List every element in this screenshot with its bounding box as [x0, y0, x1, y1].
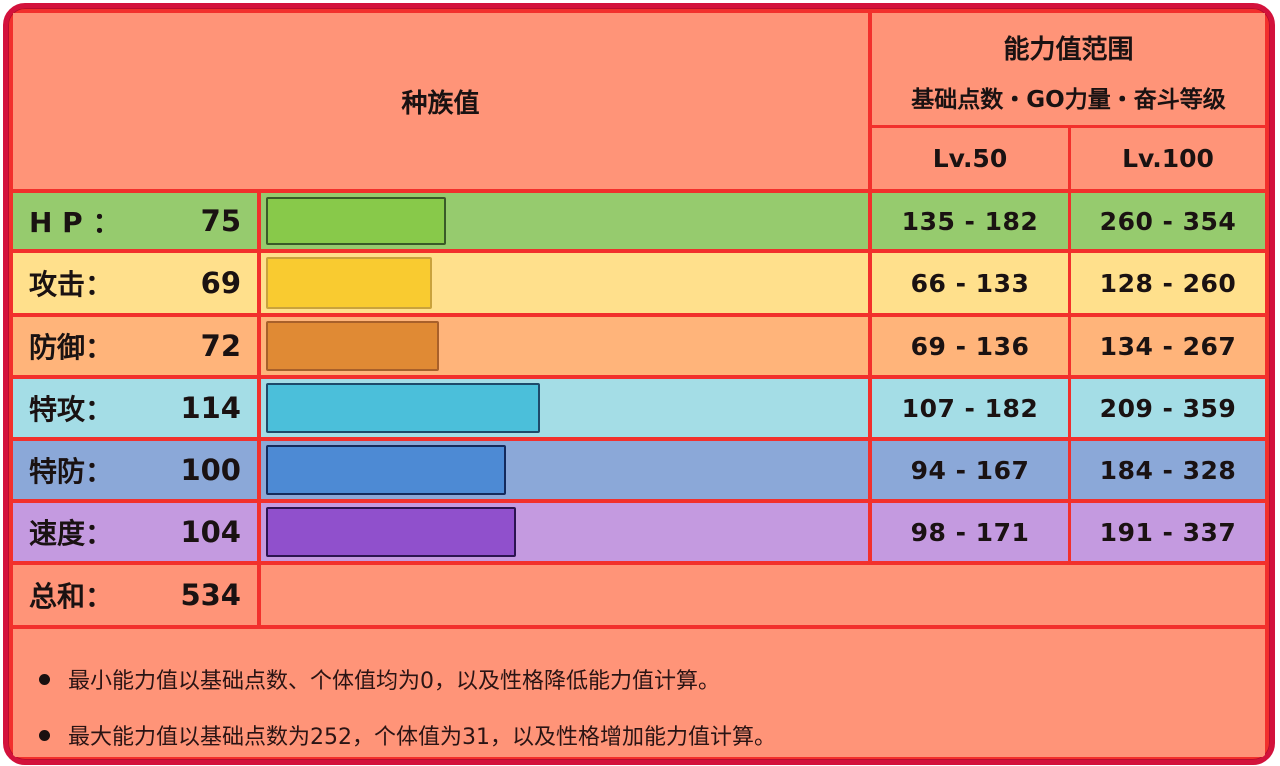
note-text: 最大能力值以基础点数为252，个体值为31，以及性格增加能力值计算。: [68, 725, 776, 750]
note-max: 最大能力值以基础点数为252，个体值为31，以及性格增加能力值计算。: [39, 707, 1265, 760]
stat-name: 特防：: [29, 455, 114, 488]
lv50-range: 107 - 182: [901, 393, 1039, 423]
stat-label-cell: 防御： 72: [13, 317, 257, 375]
bullet-icon: [39, 673, 50, 685]
stat-bar-cell: [261, 317, 868, 375]
stat-bar-cell: [261, 193, 868, 249]
stat-bar-cell: [261, 503, 868, 561]
stat-label-cell: 速度： 104: [13, 503, 257, 561]
range-header: 能力值范围 基础点数・GO力量・奋斗等级: [872, 13, 1265, 125]
lv50-range: 66 - 133: [910, 268, 1030, 298]
lv50-header: Lv.50: [872, 128, 1068, 189]
lv50-range-cell: 94 - 167: [872, 441, 1068, 499]
stat-bar: [266, 197, 446, 245]
stat-bar: [266, 445, 506, 495]
stat-name: 特攻：: [29, 393, 114, 426]
lv100-range-cell: 191 - 337: [1071, 503, 1265, 561]
lv100-range: 191 - 337: [1099, 517, 1237, 547]
lv100-range: 128 - 260: [1099, 268, 1237, 298]
total-name: 总和：: [29, 580, 114, 613]
stat-value: 114: [180, 391, 241, 425]
stat-label-cell: H P ： 75: [13, 193, 257, 249]
bullet-icon: [39, 729, 50, 741]
stat-value: 100: [180, 453, 241, 487]
stat-bar: [266, 383, 540, 433]
lv50-range-cell: 66 - 133: [872, 253, 1068, 313]
lv50-range-cell: 135 - 182: [872, 193, 1068, 249]
total-value: 534: [180, 578, 241, 612]
lv50-range: 98 - 171: [910, 517, 1030, 547]
lv100-range-cell: 128 - 260: [1071, 253, 1265, 313]
base-stats-title: 种族值: [401, 88, 480, 119]
lv50-range: 94 - 167: [910, 455, 1030, 485]
total-empty-cell: [261, 565, 1265, 625]
stat-name: 速度：: [29, 517, 114, 550]
lv100-range: 260 - 354: [1099, 206, 1237, 236]
stat-value: 75: [200, 204, 241, 238]
lv100-range: 134 - 267: [1099, 331, 1237, 361]
stat-name: H P ：: [29, 206, 121, 239]
stat-bar: [266, 321, 439, 371]
stat-label-cell: 攻击： 69: [13, 253, 257, 313]
note-text: 最小能力值以基础点数、个体值均为0，以及性格降低能力值计算。: [68, 669, 720, 694]
total-label-cell: 总和： 534: [13, 565, 257, 625]
lv100-range-cell: 134 - 267: [1071, 317, 1265, 375]
stat-label-cell: 特攻： 114: [13, 379, 257, 437]
note-min: 最小能力值以基础点数、个体值均为0，以及性格降低能力值计算。: [39, 651, 1265, 707]
range-title: 能力值范围: [1003, 34, 1134, 65]
lv50-range: 69 - 136: [910, 331, 1030, 361]
lv100-range-cell: 260 - 354: [1071, 193, 1265, 249]
range-subtitle: 基础点数・GO力量・奋斗等级: [911, 86, 1226, 113]
stat-name: 防御：: [29, 331, 114, 364]
stat-bar-cell: [261, 441, 868, 499]
lv100-range-cell: 184 - 328: [1071, 441, 1265, 499]
lv50-label: Lv.50: [932, 144, 1008, 173]
stat-value: 69: [200, 266, 241, 300]
stat-name: 攻击：: [29, 268, 114, 301]
stat-value: 104: [180, 515, 241, 549]
stat-bar: [266, 257, 432, 309]
notes-footer: 最小能力值以基础点数、个体值均为0，以及性格降低能力值计算。 最大能力值以基础点…: [13, 629, 1265, 757]
stat-bar: [266, 507, 516, 557]
stats-panel: 种族值 能力值范围 基础点数・GO力量・奋斗等级 Lv.50 Lv.100 H …: [3, 3, 1275, 765]
stat-bar-cell: [261, 253, 868, 313]
lv100-range: 209 - 359: [1099, 393, 1237, 423]
stat-bar-cell: [261, 379, 868, 437]
stat-label-cell: 特防： 100: [13, 441, 257, 499]
lv50-range: 135 - 182: [901, 206, 1039, 236]
lv100-label: Lv.100: [1122, 144, 1214, 173]
lv100-header: Lv.100: [1071, 128, 1265, 189]
lv100-range: 184 - 328: [1099, 455, 1237, 485]
lv50-range-cell: 98 - 171: [872, 503, 1068, 561]
base-stats-header: 种族值: [13, 13, 868, 189]
lv50-range-cell: 107 - 182: [872, 379, 1068, 437]
lv100-range-cell: 209 - 359: [1071, 379, 1265, 437]
stat-value: 72: [200, 329, 241, 363]
lv50-range-cell: 69 - 136: [872, 317, 1068, 375]
